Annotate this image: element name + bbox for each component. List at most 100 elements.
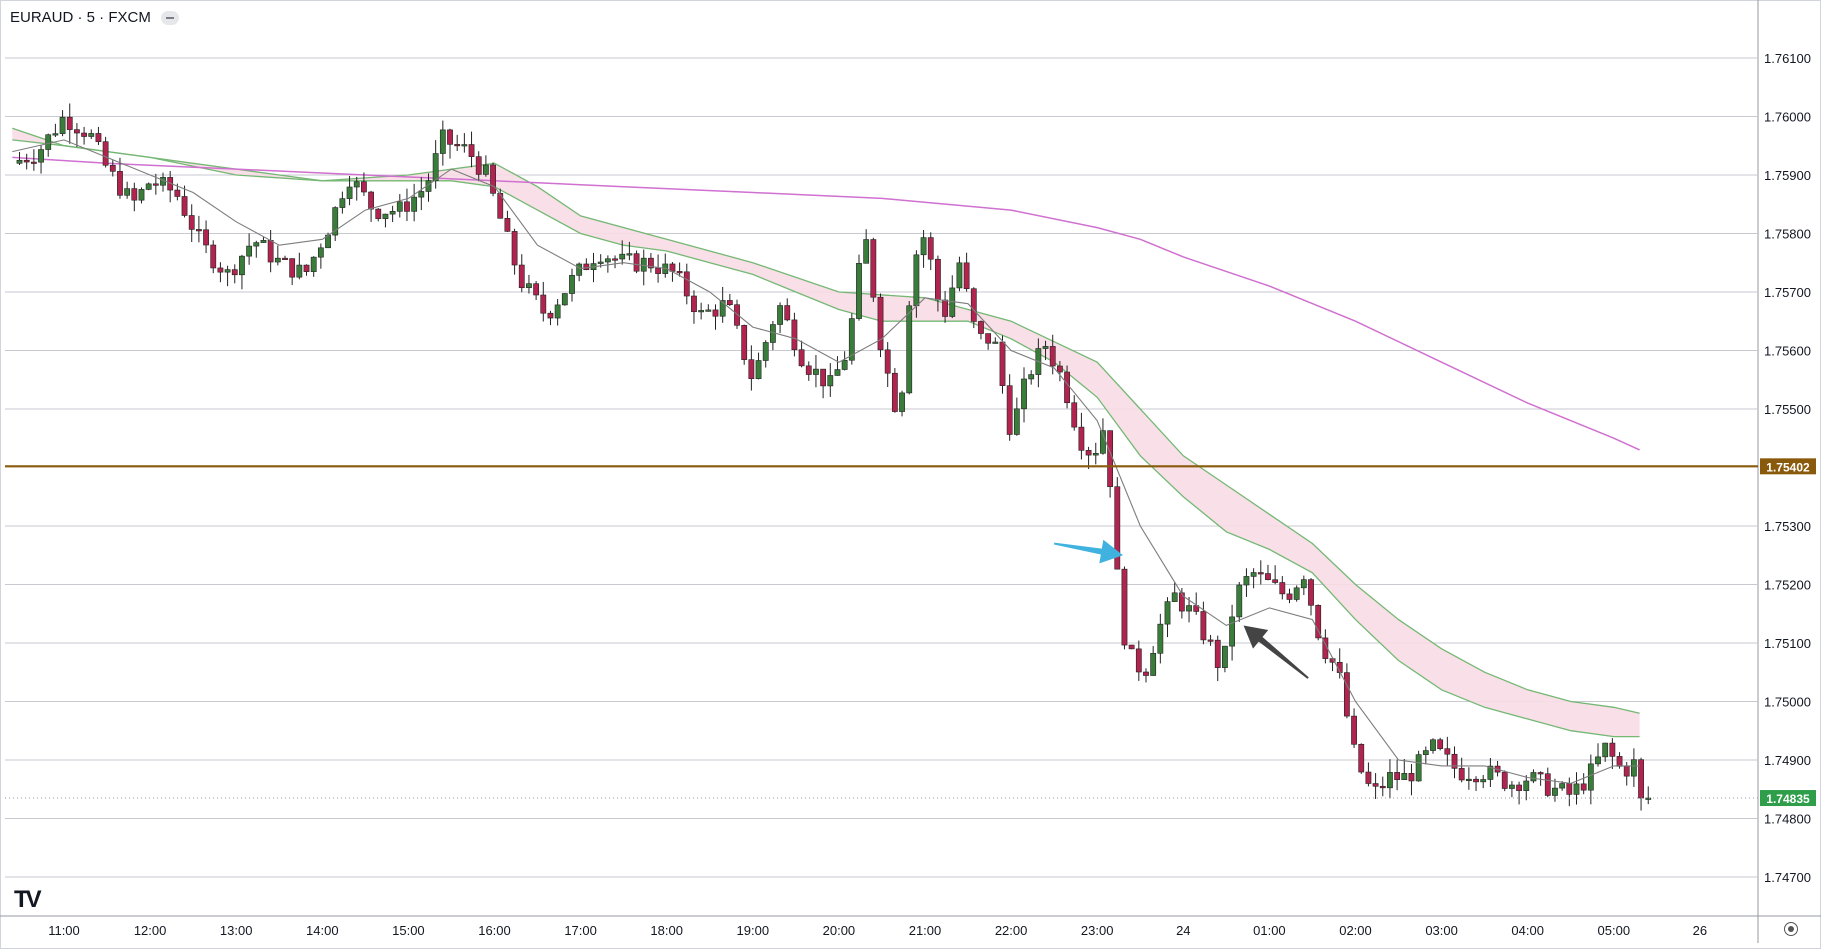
candle-body [1279,582,1286,595]
candle-body [382,213,389,219]
candle-body [1401,773,1408,780]
candle-body [267,240,274,263]
candle-body [497,193,504,219]
candle-body [1365,771,1372,784]
candle-body [992,341,999,344]
candle-body [1013,408,1020,435]
x-tick-label: 11:00 [48,923,80,938]
ema-band-line [12,127,1640,714]
x-tick-label: 12:00 [134,923,167,938]
candle-body [1573,783,1580,795]
candle-body [1387,772,1393,789]
candle-body [81,132,87,137]
candle-body [1516,784,1522,791]
candle-body [353,181,360,188]
candle-body [999,341,1006,386]
candle-body [1422,750,1429,755]
candle-body [52,133,59,136]
candle-body [38,149,44,163]
candle-body [698,310,705,313]
candle-body [755,360,762,379]
y-tick-label: 1.75800 [1764,227,1811,242]
candle-body [1537,772,1544,775]
y-tick-label: 1.75100 [1764,636,1811,651]
candle-body [777,305,783,325]
candle-body [303,264,310,272]
candle-body [1308,579,1314,606]
candle-body [432,153,439,181]
candle-body [784,305,791,321]
candle-body [260,240,267,243]
candle-body [124,188,131,196]
candle-body [203,229,209,246]
candle-body [145,183,152,190]
candle-body [1487,765,1494,780]
candle-body [1315,605,1322,639]
candle-body [648,257,654,269]
chart-header: EURAUD · 5 · FXCM [10,9,179,26]
candle-body [1250,572,1257,577]
candle-body [1473,778,1479,783]
candle-body [906,305,913,394]
candle-body [676,271,683,274]
candle-body [1135,648,1142,673]
candle-body [798,349,805,367]
candle-body [927,237,934,260]
candle-body [1602,742,1609,758]
candle-body [712,309,719,317]
symbol-title: EURAUD · 5 · FXCM [10,9,151,26]
candle-body [152,183,159,186]
candle-body [1552,787,1558,796]
candle-body [1351,715,1357,745]
candle-body [317,247,324,258]
y-tick-label: 1.76000 [1764,110,1811,125]
candle-body [195,229,202,232]
candle-body [1085,450,1092,456]
candle-body [1523,780,1530,791]
collapse-icon[interactable] [160,10,179,25]
x-tick-label: 22:00 [995,923,1028,938]
y-tick-label: 1.75600 [1764,344,1811,359]
last-price-tag [1760,790,1816,807]
candle-body [1293,587,1300,600]
candle-body [454,144,461,147]
candle-body [1114,486,1121,570]
candle-body [834,369,841,376]
candle-body [597,261,604,264]
candle-body [583,263,590,271]
candle-body [1186,605,1192,612]
candle-body [468,144,475,157]
y-tick-label: 1.75500 [1764,402,1811,417]
candle-body [138,189,145,201]
candle-body [109,164,116,172]
candle-body [490,164,496,194]
candle-body [1587,763,1594,791]
settings-icon[interactable] [1784,922,1798,936]
candle-body [23,159,30,163]
y-tick-label: 1.75700 [1764,285,1811,300]
y-tick-label: 1.75900 [1764,168,1811,183]
candle-body [726,300,733,305]
candle-body [1286,593,1293,600]
candle-body [1559,783,1566,789]
gray-arrow-annotation-shape [1243,625,1309,679]
candle-body [1243,576,1250,586]
y-tick-label: 1.75300 [1764,519,1811,534]
candle-body [1465,778,1472,782]
candle-body [188,215,195,230]
candle-body [1150,652,1157,676]
candle-body [762,342,769,361]
candle-body [310,256,317,272]
candle-body [1408,773,1415,782]
candle-body [619,253,626,260]
candle-body [475,156,482,175]
candle-body [1214,639,1221,668]
candle-body [518,264,525,289]
candle-body [1623,766,1630,777]
candle-body [899,392,905,412]
candle-body [1501,771,1508,789]
candle-body [411,196,418,212]
